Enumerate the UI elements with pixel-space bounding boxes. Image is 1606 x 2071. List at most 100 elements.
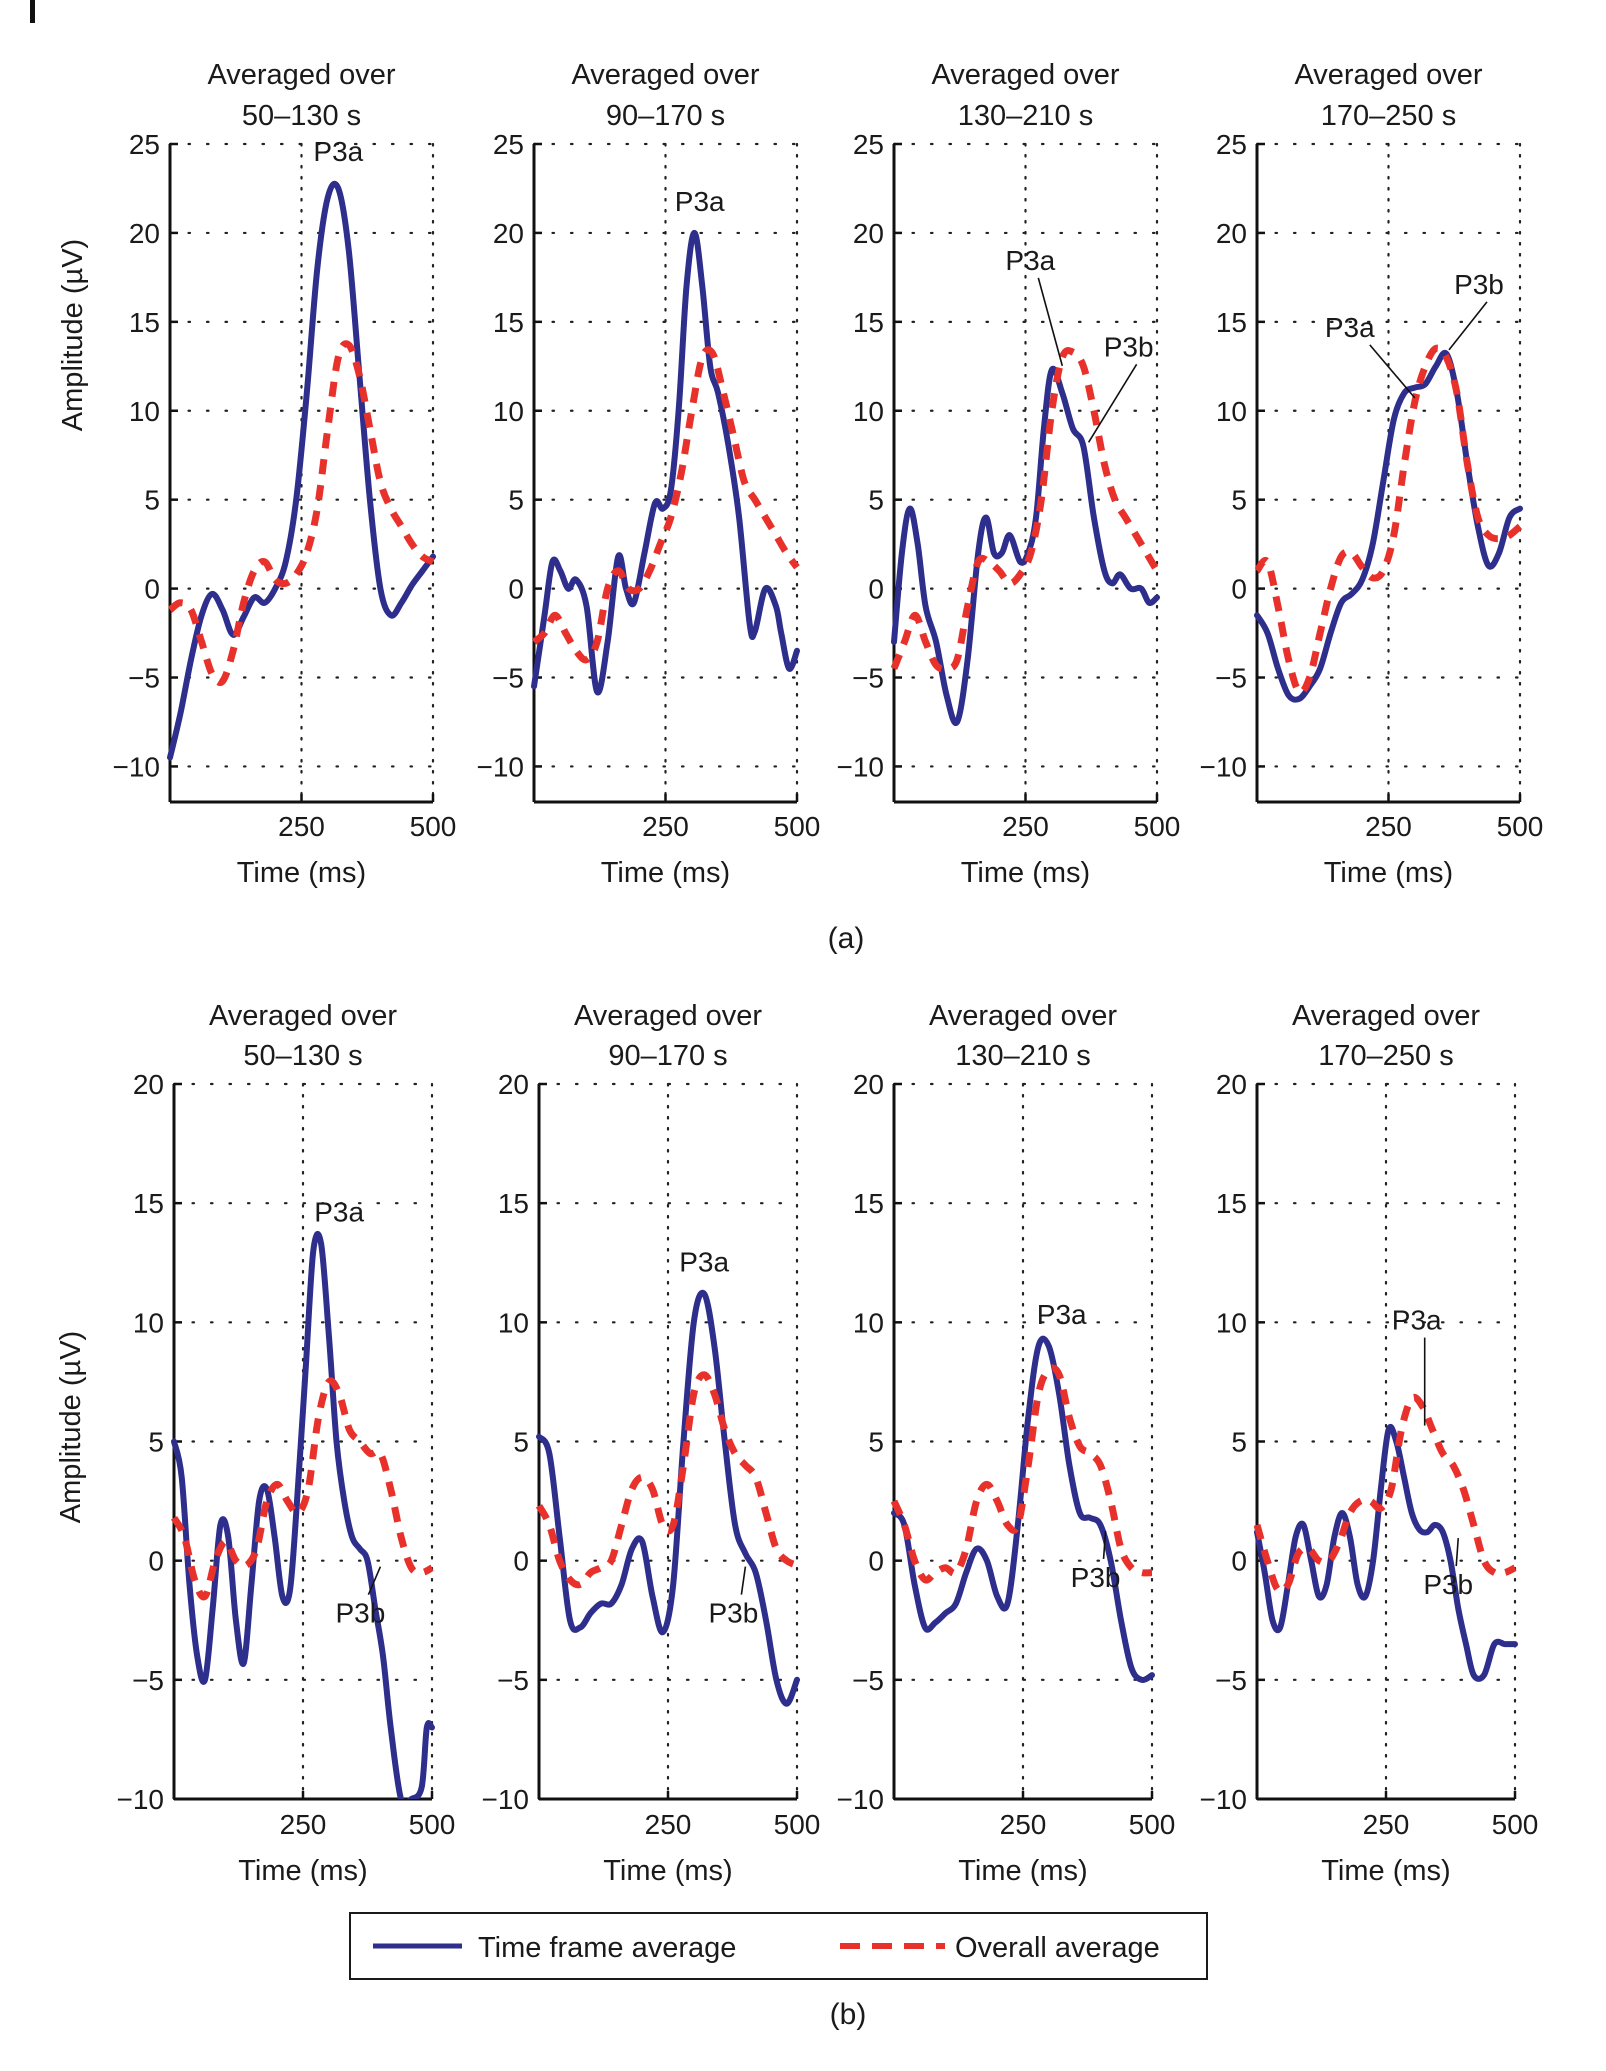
- series-overall-average: [167, 340, 435, 686]
- y-tick-label: 10: [498, 1307, 529, 1338]
- x-tick-label: 500: [1492, 1809, 1539, 1840]
- y-tick-label: −10: [837, 1784, 885, 1815]
- series-time-frame-average: [167, 180, 436, 761]
- y-tick-label: −10: [1200, 751, 1248, 782]
- panel-a-1: Averaged over 50–130 s −10 −5 0 5 10 15 20 25 250 5…: [57, 59, 456, 889]
- x-tick-label: 500: [774, 1809, 821, 1840]
- series-overall-average: [1254, 344, 1523, 696]
- y-tick-label: 20: [129, 218, 160, 249]
- x-tick-label: 250: [1000, 1809, 1047, 1840]
- y-tick-label: 20: [498, 1069, 529, 1100]
- annotation-p3a: P3a: [1392, 1305, 1442, 1336]
- y-tick-label: 0: [508, 574, 524, 605]
- y-tick-label: 5: [513, 1427, 529, 1458]
- y-tick-label: 15: [493, 307, 524, 338]
- y-tick-label: 0: [868, 574, 884, 605]
- panel-title-line1: Averaged over: [931, 59, 1119, 91]
- y-tick-label: −10: [113, 751, 161, 782]
- series-overall-average: [171, 1377, 434, 1601]
- panel-title-line2: 50–130 s: [242, 100, 361, 132]
- x-axis-label: Time (ms): [958, 1855, 1087, 1887]
- panel-title-line2: 50–130 s: [243, 1040, 362, 1072]
- legend-label-overall-average: Overall average: [955, 1932, 1160, 1964]
- annotation-p3b: P3b: [1104, 331, 1154, 362]
- y-tick-label: 5: [868, 485, 884, 516]
- x-tick-label: 500: [1129, 1809, 1176, 1840]
- y-tick-label: 25: [493, 129, 524, 160]
- y-axis-label: Amplitude (µV): [57, 239, 89, 431]
- annotation-p3a: P3a: [1037, 1299, 1087, 1330]
- panel-b-4: Averaged over 170–250 s −10 −5 0 5 10 15 20 250 50…: [1200, 1000, 1539, 1887]
- annotation-p3a: P3a: [1005, 245, 1055, 276]
- page-edge-marker: [30, 0, 35, 23]
- series-time-frame-average: [171, 1231, 435, 1799]
- series-time-frame-average: [1254, 1423, 1518, 1682]
- y-tick-label: 0: [1231, 574, 1247, 605]
- y-tick-label: −5: [852, 1665, 884, 1696]
- panel-title-line1: Averaged over: [929, 1000, 1117, 1032]
- x-tick-label: 500: [410, 811, 457, 842]
- panel-title-line1: Averaged over: [571, 59, 759, 91]
- y-tick-label: −10: [482, 1784, 530, 1815]
- panel-title-line1: Averaged over: [574, 1000, 762, 1032]
- y-tick-label: 5: [1231, 1427, 1247, 1458]
- panel-title-line2: 130–210 s: [958, 100, 1093, 132]
- y-tick-label: 10: [853, 396, 884, 427]
- y-tick-label: −5: [1215, 1665, 1247, 1696]
- y-tick-label: 10: [1216, 1307, 1247, 1338]
- annotation-leader-line: [1037, 277, 1064, 367]
- y-tick-label: 10: [133, 1307, 164, 1338]
- panel-a-3: Averaged over 130–210 s −10 −5 0 5 10 15 20 25 250…: [837, 59, 1181, 889]
- panel-title-line2: 90–170 s: [606, 100, 725, 132]
- y-tick-label: 20: [133, 1069, 164, 1100]
- annotation-leader-line: [1087, 363, 1138, 443]
- x-tick-label: 500: [1497, 811, 1544, 842]
- x-axis-label: Time (ms): [961, 857, 1090, 889]
- legend-box: [349, 1912, 1208, 1980]
- row-label-a: (a): [828, 922, 865, 955]
- x-axis-label: Time (ms): [1324, 857, 1453, 889]
- y-tick-label: 0: [1231, 1546, 1247, 1577]
- y-tick-label: 10: [1216, 396, 1247, 427]
- series-time-frame-average: [531, 229, 800, 696]
- panel-b-3: Averaged over 130–210 s −10 −5 0 5 10 15 20 250 50…: [837, 1000, 1176, 1887]
- panel-title-line1: Averaged over: [1292, 1000, 1480, 1032]
- panel-b-2: Averaged over 90–170 s −10 −5 0 5 10 15 20 250 500…: [482, 1000, 821, 1887]
- y-tick-label: −5: [497, 1665, 529, 1696]
- panel-title-line2: 130–210 s: [955, 1040, 1090, 1072]
- series-overall-average: [531, 346, 800, 664]
- x-tick-label: 250: [1002, 811, 1049, 842]
- series-time-frame-average: [891, 365, 1160, 727]
- annotation-p3b: P3b: [335, 1598, 385, 1629]
- y-tick-label: −5: [128, 663, 160, 694]
- y-tick-label: 5: [148, 1427, 164, 1458]
- y-tick-label: −10: [1200, 1784, 1248, 1815]
- y-tick-label: 10: [853, 1307, 884, 1338]
- annotation-p3a: P3a: [314, 1197, 364, 1228]
- y-tick-label: 25: [1216, 129, 1247, 160]
- y-tick-label: 0: [144, 574, 160, 605]
- annotation-leader-line: [740, 1566, 747, 1595]
- y-tick-label: 5: [1231, 485, 1247, 516]
- panel-a-2: Averaged over 90–170 s −10 −5 0 5 10 15 20 25 250 5…: [477, 59, 821, 889]
- panel-title-line2: 90–170 s: [608, 1040, 727, 1072]
- x-axis-label: Time (ms): [238, 1855, 367, 1887]
- y-tick-label: 20: [493, 218, 524, 249]
- legend: Time frame average Overall average: [349, 1912, 1208, 1980]
- y-tick-label: −5: [1215, 663, 1247, 694]
- x-tick-label: 500: [774, 811, 821, 842]
- y-tick-label: −5: [852, 663, 884, 694]
- y-tick-label: −5: [132, 1665, 164, 1696]
- y-tick-label: 25: [853, 129, 884, 160]
- annotation-leader-line: [1455, 1538, 1460, 1567]
- y-axis-label: Amplitude (µV): [55, 1331, 87, 1523]
- series-overall-average: [536, 1371, 799, 1589]
- annotation-leader-line: [367, 1566, 382, 1595]
- panel-title-line1: Averaged over: [207, 59, 395, 91]
- y-tick-label: −10: [117, 1784, 165, 1815]
- y-tick-label: −10: [837, 751, 885, 782]
- y-tick-label: 15: [1216, 1188, 1247, 1219]
- panel-a-4: Averaged over 170–250 s −10 −5 0 5 10 15 20 25 250…: [1200, 59, 1544, 889]
- y-tick-label: 15: [1216, 307, 1247, 338]
- annotation-p3b: P3b: [1423, 1569, 1473, 1600]
